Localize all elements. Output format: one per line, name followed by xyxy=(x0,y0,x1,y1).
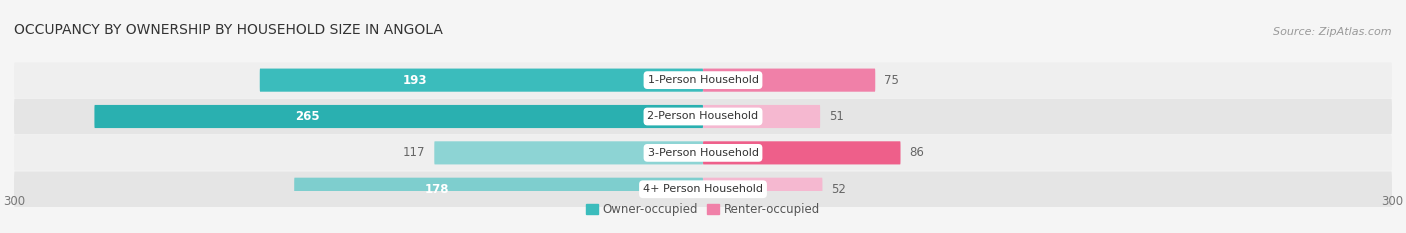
Text: 51: 51 xyxy=(830,110,844,123)
Text: 4+ Person Household: 4+ Person Household xyxy=(643,184,763,194)
Text: Source: ZipAtlas.com: Source: ZipAtlas.com xyxy=(1274,27,1392,37)
FancyBboxPatch shape xyxy=(14,171,1392,207)
Text: 178: 178 xyxy=(425,183,450,196)
Text: 52: 52 xyxy=(831,183,846,196)
FancyBboxPatch shape xyxy=(14,99,1392,134)
Text: 1-Person Household: 1-Person Household xyxy=(648,75,758,85)
Text: OCCUPANCY BY OWNERSHIP BY HOUSEHOLD SIZE IN ANGOLA: OCCUPANCY BY OWNERSHIP BY HOUSEHOLD SIZE… xyxy=(14,23,443,37)
Text: 2-Person Household: 2-Person Household xyxy=(647,112,759,121)
FancyBboxPatch shape xyxy=(703,105,820,128)
FancyBboxPatch shape xyxy=(703,178,823,201)
Text: 75: 75 xyxy=(884,74,900,87)
FancyBboxPatch shape xyxy=(260,69,703,92)
Text: 117: 117 xyxy=(402,146,425,159)
FancyBboxPatch shape xyxy=(94,105,703,128)
Legend: Owner-occupied, Renter-occupied: Owner-occupied, Renter-occupied xyxy=(586,203,820,216)
Text: 86: 86 xyxy=(910,146,925,159)
FancyBboxPatch shape xyxy=(703,69,876,92)
FancyBboxPatch shape xyxy=(14,62,1392,98)
FancyBboxPatch shape xyxy=(14,135,1392,171)
FancyBboxPatch shape xyxy=(294,178,703,201)
FancyBboxPatch shape xyxy=(434,141,703,164)
FancyBboxPatch shape xyxy=(703,141,900,164)
Text: 265: 265 xyxy=(295,110,319,123)
Text: 193: 193 xyxy=(402,74,427,87)
Text: 3-Person Household: 3-Person Household xyxy=(648,148,758,158)
